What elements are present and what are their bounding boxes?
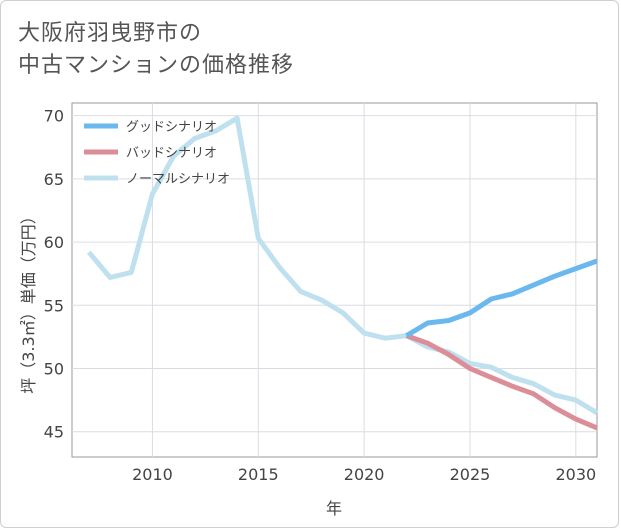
title-line-2: 中古マンションの価格推移: [18, 53, 295, 78]
tick-labels: 2010 2015 2020 2025 2030 45 50 55 60 65 70: [44, 107, 597, 484]
series-line-2: [405, 333, 598, 431]
x-tick-label: 2010: [132, 465, 173, 484]
y-tick-label: 65: [44, 170, 64, 189]
x-tick-label: 2015: [238, 465, 279, 484]
y-tick-label: 50: [44, 360, 64, 379]
chart-title: 大阪府羽曳野市の 中古マンションの価格推移: [18, 18, 294, 82]
legend-label: バッドシナリオ: [126, 146, 217, 161]
y-tick-label: 60: [44, 233, 64, 252]
y-tick-label: 45: [44, 423, 64, 442]
legend-label: グッドシナリオ: [126, 120, 217, 135]
y-tick-label: 70: [44, 107, 64, 126]
y-axis-title: 坪（3.3㎡）単価（万円）: [19, 208, 38, 393]
series-line-1: [405, 258, 598, 338]
series-lines: [86, 115, 599, 431]
series-line-3: [86, 115, 599, 415]
plot-area: [71, 102, 598, 458]
x-tick-label: 2030: [555, 465, 596, 484]
x-tick-label: 2020: [344, 465, 385, 484]
x-tick-label: 2025: [450, 465, 491, 484]
y-tick-label: 55: [44, 296, 64, 315]
x-axis-title: 年: [326, 499, 342, 518]
legend-label: ノーマルシナリオ: [126, 172, 230, 187]
grid-lines: [72, 103, 597, 457]
title-line-1: 大阪府羽曳野市の: [18, 21, 203, 46]
